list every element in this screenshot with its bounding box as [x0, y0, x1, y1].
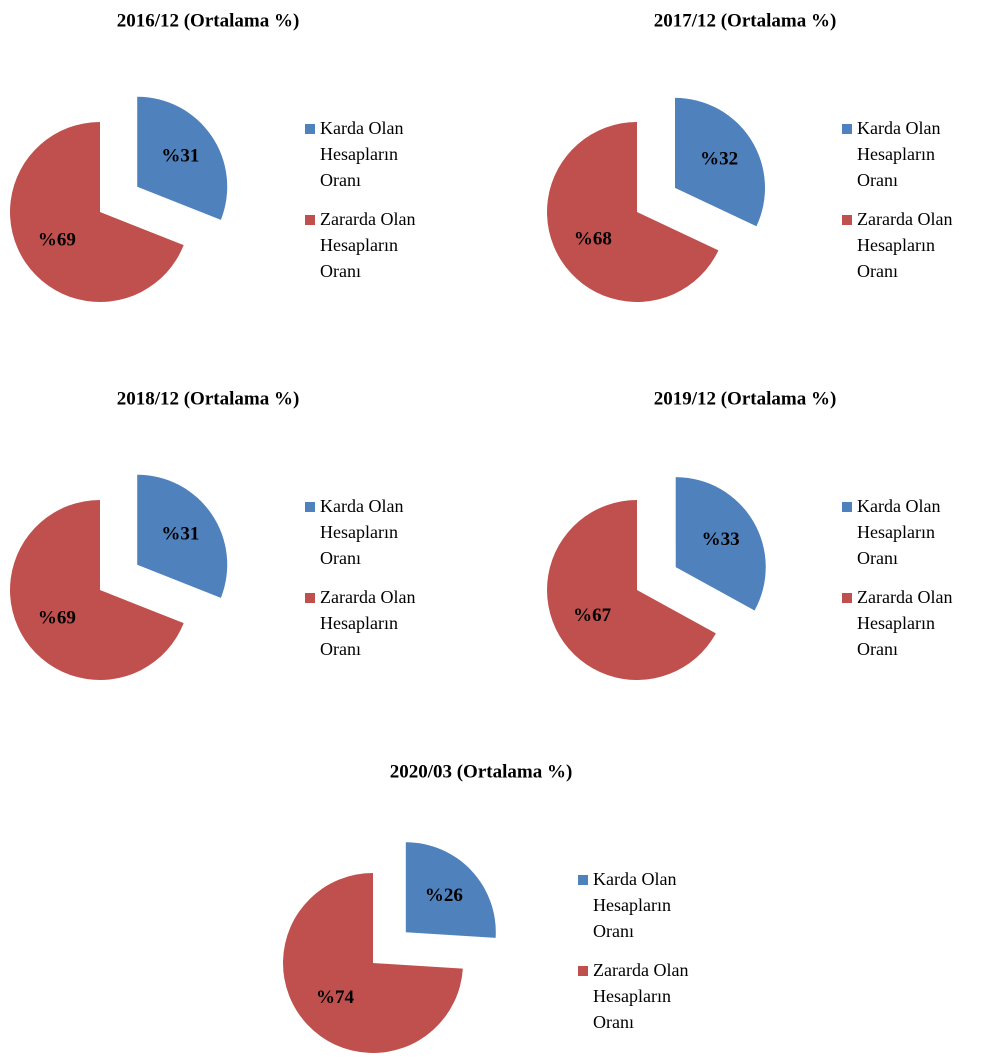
legend-label: Karda Olan Hesapların Oranı	[320, 496, 404, 568]
pie-slice	[547, 500, 716, 681]
legend-label: Zararda Olan Hesapların Oranı	[593, 960, 689, 1032]
legend-label: Zararda Olan Hesapların Oranı	[857, 587, 953, 659]
pie-slice	[405, 842, 496, 938]
legend-item: Karda Olan Hesapların Oranı	[842, 493, 972, 571]
data-label: %31	[161, 524, 199, 545]
pie-slice	[137, 96, 228, 220]
chart-title: 2020/03 (Ortalama %)	[390, 761, 573, 782]
legend-label: Karda Olan Hesapların Oranı	[593, 869, 677, 941]
chart-title: 2018/12 (Ortalama %)	[117, 388, 300, 409]
legend-swatch	[842, 215, 852, 225]
data-label: %69	[38, 230, 76, 251]
legend-label: Zararda Olan Hesapların Oranı	[857, 209, 953, 281]
legend-label: Zararda Olan Hesapların Oranı	[320, 209, 416, 281]
data-label: %31	[161, 146, 199, 167]
legend-swatch	[305, 124, 315, 134]
legend-item: Karda Olan Hesapların Oranı	[305, 493, 435, 571]
data-label: %33	[702, 529, 740, 550]
data-label: %67	[573, 605, 612, 626]
legend-item: Karda Olan Hesapların Oranı	[305, 115, 435, 193]
pie-slice	[10, 122, 184, 302]
pie-slice	[674, 97, 765, 227]
legend-item: Zararda Olan Hesapların Oranı	[578, 957, 708, 1035]
legend: Karda Olan Hesapların Oranı Zararda Olan …	[842, 115, 972, 297]
legend-swatch	[578, 875, 588, 885]
legend-item: Karda Olan Hesapların Oranı	[578, 866, 708, 944]
legend-swatch	[842, 593, 852, 603]
legend-item: Zararda Olan Hesapların Oranı	[305, 584, 435, 662]
pie-slice	[547, 122, 719, 302]
legend-label: Zararda Olan Hesapların Oranı	[320, 587, 416, 659]
pie-slice	[283, 873, 463, 1054]
legend: Karda Olan Hesapların Oranı Zararda Olan …	[578, 866, 708, 1048]
pie-slice	[675, 477, 766, 611]
legend: Karda Olan Hesapların Oranı Zararda Olan …	[305, 493, 435, 675]
pie-slice	[137, 474, 228, 598]
legend-swatch	[578, 966, 588, 976]
pie-slice	[9, 500, 184, 680]
data-label: %26	[425, 885, 463, 906]
data-label: %74	[316, 987, 355, 1008]
data-label: %68	[574, 228, 612, 249]
chart-title: 2017/12 (Ortalama %)	[654, 10, 837, 31]
chart-title: 2019/12 (Ortalama %)	[654, 388, 837, 409]
chart-title: 2016/12 (Ortalama %)	[117, 10, 300, 31]
legend-item: Zararda Olan Hesapların Oranı	[305, 206, 435, 284]
legend-item: Zararda Olan Hesapların Oranı	[842, 584, 972, 662]
legend-swatch	[305, 502, 315, 512]
data-label: %69	[38, 608, 76, 629]
legend-label: Karda Olan Hesapların Oranı	[857, 118, 941, 190]
data-label: %32	[700, 148, 738, 169]
legend-swatch	[842, 502, 852, 512]
legend-item: Karda Olan Hesapların Oranı	[842, 115, 972, 193]
legend-swatch	[305, 215, 315, 225]
legend-label: Karda Olan Hesapların Oranı	[857, 496, 941, 568]
legend-item: Zararda Olan Hesapların Oranı	[842, 206, 972, 284]
legend-label: Karda Olan Hesapların Oranı	[320, 118, 404, 190]
legend-swatch	[305, 593, 315, 603]
legend: Karda Olan Hesapların Oranı Zararda Olan …	[842, 493, 972, 675]
legend: Karda Olan Hesapların Oranı Zararda Olan …	[305, 115, 435, 297]
legend-swatch	[842, 124, 852, 134]
